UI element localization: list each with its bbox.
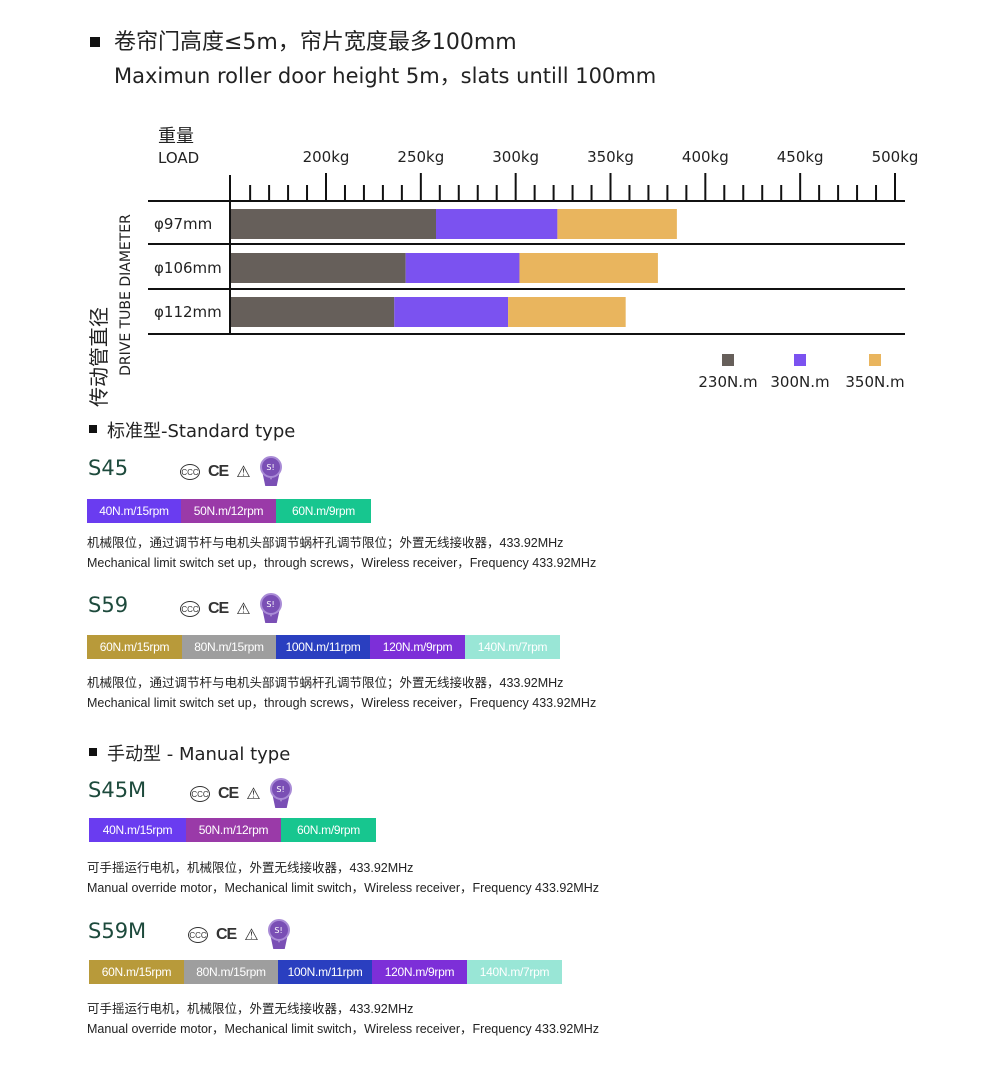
award-badge-icon: S! xyxy=(269,778,293,810)
model-name: S45 xyxy=(88,456,129,480)
spec-pills: 40N.m/15rpm 50N.m/12rpm 60N.m/9rpm xyxy=(87,499,371,523)
header-title-en: Maximun roller door height 5m，slats unti… xyxy=(114,64,657,88)
description-en: Mechanical limit switch set up，through s… xyxy=(87,556,597,570)
cert-icons: CCC CE ⚠ S! xyxy=(180,456,283,488)
bar-segment xyxy=(519,253,658,283)
bar-segment xyxy=(405,253,520,283)
ylabel: DRIVE TUBE DIAMETER xyxy=(118,214,134,376)
standard-bullet xyxy=(89,425,97,433)
ce-icon: CE xyxy=(208,463,229,480)
spec-pill: 40N.m/15rpm xyxy=(87,499,181,523)
ce-icon: CE xyxy=(216,926,237,943)
xlabel-cn: 重量 xyxy=(158,126,194,147)
spec-pill: 120N.m/9rpm xyxy=(370,635,465,659)
manual-bullet xyxy=(89,748,97,756)
warning-icon: ⚠ xyxy=(246,786,261,803)
x-tick-label: 500kg xyxy=(872,148,919,166)
spec-pill: 120N.m/9rpm xyxy=(372,960,467,984)
spec-pill: 80N.m/15rpm xyxy=(182,635,276,659)
ylabel-cn: 传动管直径 xyxy=(87,307,111,407)
model-name: S59M xyxy=(88,919,147,943)
bar-segment xyxy=(508,297,626,327)
spec-pill: 60N.m/9rpm xyxy=(276,499,371,523)
x-tick-label: 350kg xyxy=(587,148,634,166)
award-badge-icon: S! xyxy=(267,919,291,951)
bar-segment xyxy=(231,209,437,239)
spec-pill: 50N.m/12rpm xyxy=(186,818,281,842)
header-bullet xyxy=(90,37,100,47)
description-cn: 可手摇运行电机，机械限位，外置无线接收器，433.92MHz xyxy=(87,1002,414,1016)
ccc-icon: CCC xyxy=(180,601,200,617)
legend-label: 230N.m xyxy=(698,373,757,391)
legend-swatch xyxy=(794,354,806,366)
spec-pill: 140N.m/7rpm xyxy=(465,635,560,659)
spec-pill: 80N.m/15rpm xyxy=(184,960,278,984)
description-en: Manual override motor，Mechanical limit s… xyxy=(87,1022,599,1036)
description-en: Mechanical limit switch set up，through s… xyxy=(87,696,597,710)
category-label: φ97mm xyxy=(154,215,212,233)
ccc-icon: CCC xyxy=(180,464,200,480)
description-cn: 机械限位，通过调节杆与电机头部调节蜗杆孔调节限位；外置无线接收器，433.92M… xyxy=(87,676,564,690)
cert-icons: CCC CE ⚠ S! xyxy=(190,778,293,810)
bar-segment xyxy=(231,253,406,283)
spec-pills: 60N.m/15rpm 80N.m/15rpm 100N.m/11rpm 120… xyxy=(87,635,560,659)
x-tick-label: 200kg xyxy=(303,148,350,166)
legend-swatch xyxy=(722,354,734,366)
bar-segment xyxy=(394,297,509,327)
spec-pill: 60N.m/15rpm xyxy=(89,960,184,984)
warning-icon: ⚠ xyxy=(236,464,251,481)
legend-label: 300N.m xyxy=(770,373,829,391)
spec-pill: 140N.m/7rpm xyxy=(467,960,562,984)
bar-segment xyxy=(231,297,395,327)
x-tick-label: 300kg xyxy=(492,148,539,166)
description-cn: 可手摇运行电机，机械限位，外置无线接收器，433.92MHz xyxy=(87,861,414,875)
warning-icon: ⚠ xyxy=(236,601,251,618)
ce-icon: CE xyxy=(218,785,239,802)
spec-pill: 100N.m/11rpm xyxy=(276,635,370,659)
bar-segment xyxy=(436,209,558,239)
description-en: Manual override motor，Mechanical limit s… xyxy=(87,881,599,895)
spec-pill: 100N.m/11rpm xyxy=(278,960,372,984)
spec-pills: 40N.m/15rpm 50N.m/12rpm 60N.m/9rpm xyxy=(89,818,376,842)
ccc-icon: CCC xyxy=(188,927,208,943)
award-badge-icon: S! xyxy=(259,456,283,488)
cert-icons: CCC CE ⚠ S! xyxy=(188,919,291,951)
spec-pill: 50N.m/12rpm xyxy=(181,499,276,523)
award-badge-icon: S! xyxy=(259,593,283,625)
model-name: S59 xyxy=(88,593,129,617)
spec-pill: 60N.m/9rpm xyxy=(281,818,376,842)
manual-heading: 手动型 - Manual type xyxy=(107,744,291,765)
x-tick-label: 250kg xyxy=(397,148,444,166)
model-name: S45M xyxy=(88,778,147,802)
spec-pill: 40N.m/15rpm xyxy=(89,818,186,842)
category-label: φ112mm xyxy=(154,303,222,321)
bar-segment xyxy=(557,209,677,239)
x-tick-label: 400kg xyxy=(682,148,729,166)
cert-icons: CCC CE ⚠ S! xyxy=(180,593,283,625)
xlabel: LOAD xyxy=(158,149,199,167)
legend-swatch xyxy=(869,354,881,366)
ce-icon: CE xyxy=(208,600,229,617)
legend-label: 350N.m xyxy=(845,373,904,391)
load-chart: 重量 LOAD DRIVE TUBE DIAMETER 传动管直径 200kg 2… xyxy=(87,126,919,407)
warning-icon: ⚠ xyxy=(244,927,259,944)
standard-heading: 标准型-Standard type xyxy=(107,421,296,442)
x-tick-label: 450kg xyxy=(777,148,824,166)
category-label: φ106mm xyxy=(154,259,222,277)
header-title-cn: 卷帘门高度≤5m，帘片宽度最多100mm xyxy=(114,30,517,55)
spec-pill: 60N.m/15rpm xyxy=(87,635,182,659)
spec-pills: 60N.m/15rpm 80N.m/15rpm 100N.m/11rpm 120… xyxy=(89,960,562,984)
ccc-icon: CCC xyxy=(190,786,210,802)
description-cn: 机械限位，通过调节杆与电机头部调节蜗杆孔调节限位；外置无线接收器，433.92M… xyxy=(87,536,564,550)
